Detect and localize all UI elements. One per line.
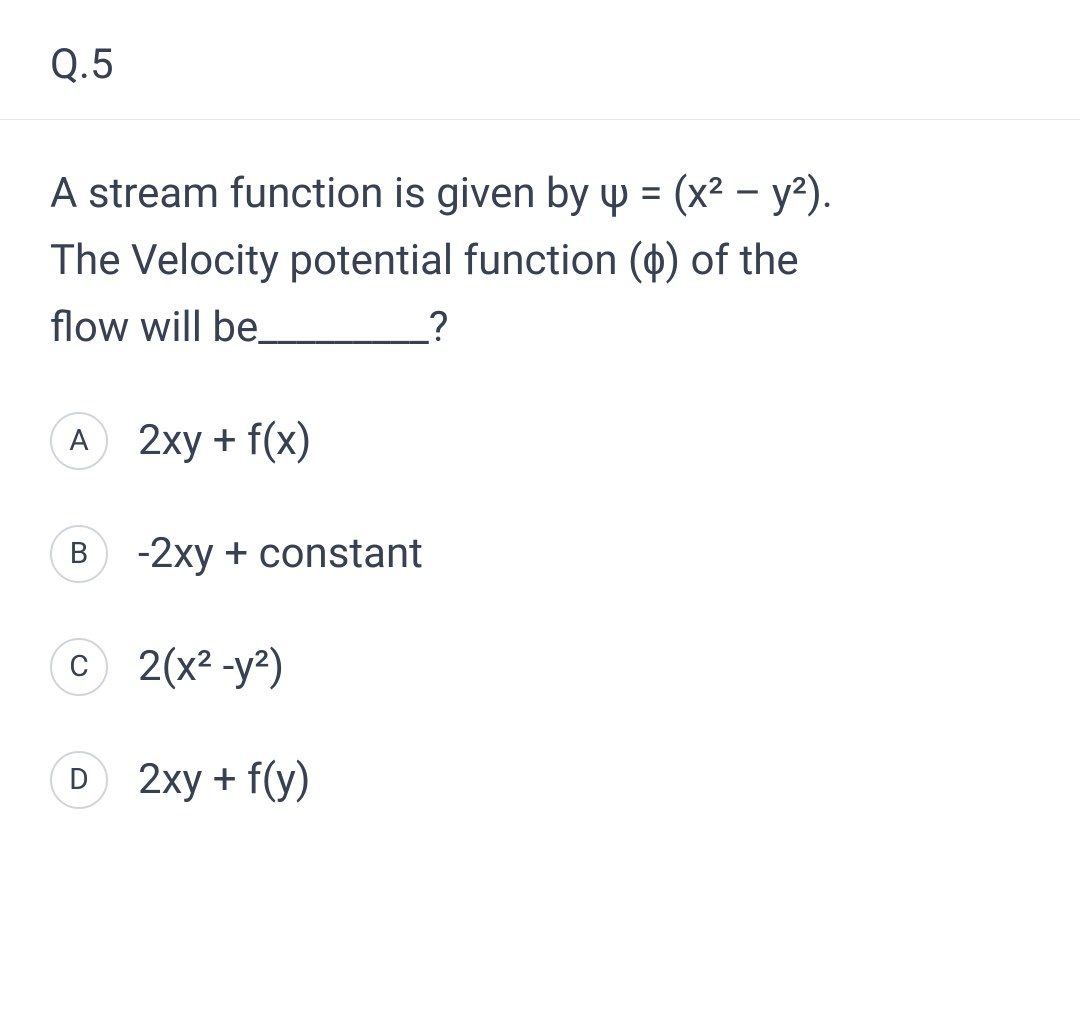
option-b[interactable]: B -2xy + constant <box>50 525 1030 583</box>
question-container: Q.5 A stream function is given by ψ = (x… <box>0 0 1080 894</box>
option-c[interactable]: C 2(x² -y²) <box>50 638 1030 696</box>
question-line-1: A stream function is given by ψ = (x² – … <box>50 160 1030 227</box>
option-text-b: -2xy + constant <box>138 529 423 578</box>
option-letter-d: D <box>50 751 108 809</box>
question-number: Q.5 <box>0 0 1080 120</box>
option-letter-a: A <box>50 412 108 470</box>
options-list: A 2xy + f(x) B -2xy + constant C 2(x² -y… <box>0 392 1080 894</box>
option-d[interactable]: D 2xy + f(y) <box>50 751 1030 809</box>
question-text: A stream function is given by ψ = (x² – … <box>0 120 1080 392</box>
question-line-2: The Velocity potential function (ɸ) of t… <box>50 227 1030 294</box>
option-text-a: 2xy + f(x) <box>138 416 311 465</box>
option-text-d: 2xy + f(y) <box>138 755 310 804</box>
option-a[interactable]: A 2xy + f(x) <box>50 412 1030 470</box>
option-letter-c: C <box>50 638 108 696</box>
question-line-3: flow will be_________? <box>50 294 1030 361</box>
option-letter-b: B <box>50 525 108 583</box>
option-text-c: 2(x² -y²) <box>138 642 284 691</box>
